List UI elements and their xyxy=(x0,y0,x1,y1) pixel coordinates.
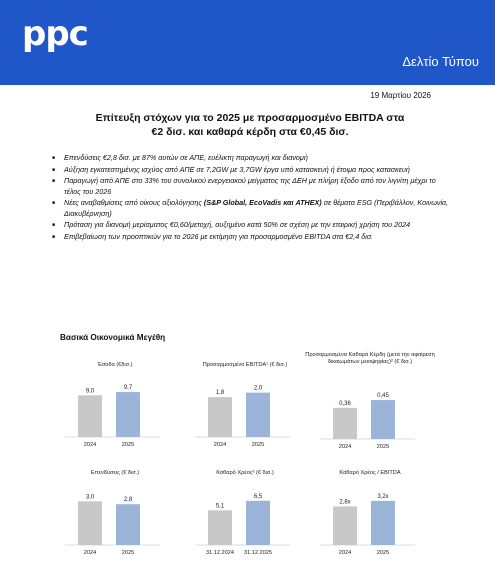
bar xyxy=(333,506,357,545)
chart-svg: 0,36 2024 0,45 2025 xyxy=(320,393,415,450)
bullet-text: Παραγωγή από ΑΠΕ στο 33% του συνολικού ε… xyxy=(64,176,436,196)
bar xyxy=(78,395,102,437)
tick-label: 2025 xyxy=(122,442,134,448)
tick-label: 31.12.2024 xyxy=(206,550,234,556)
bullet-text: Επενδύσεις €2,8 δισ. με 87% αυτών σε ΑΠΕ… xyxy=(64,153,308,162)
chart-svg: 3,0 2024 2,8 2025 xyxy=(65,494,160,556)
bullet-text: Αύξηση εγκατεστημένης ισχύος από ΑΠΕ σε … xyxy=(64,164,410,174)
tick-label: 2024 xyxy=(339,550,351,556)
chart: Προσαρμοσμένα Καθαρά Κέρδη (μετά την αφα… xyxy=(305,352,435,462)
tick-label: 31.12.2025 xyxy=(244,550,272,556)
chart-title: Καθαρό Χρέος³ (€ δισ.) xyxy=(216,470,274,476)
list-item: Παραγωγή από ΑΠΕ στο 33% του συνολικού ε… xyxy=(52,176,452,197)
list-item: Αύξηση εγκατεστημένης ισχύος από ΑΠΕ σε … xyxy=(52,164,452,176)
bar xyxy=(208,510,232,545)
tick-label: 2025 xyxy=(377,550,389,556)
chart-title: Προσαρμοσμένα Καθαρά Κέρδη (μετά την αφα… xyxy=(305,352,435,365)
list-item: Νέες αναβαθμίσεις από οίκους αξιολόγησης… xyxy=(52,198,452,219)
bar xyxy=(78,501,102,545)
tick-label: 2025 xyxy=(377,444,389,450)
bullet-text: σε θέματα ESG (Περιβάλλον, Κοινωνία, Δια… xyxy=(64,198,449,218)
bullet-text: Νέες αναβαθμίσεις από οίκους αξιολόγησης xyxy=(64,198,204,208)
chart: Καθαρό Χρέος / EBITDA 2,8x 2024 3,2x 2025 xyxy=(305,470,435,580)
data-label: 0,45 xyxy=(377,393,389,399)
data-label: 9,7 xyxy=(124,385,133,391)
tick-label: 2024 xyxy=(339,444,351,450)
data-label: 3,2x xyxy=(377,494,388,500)
section-title: Βασικά Οικονομικά Μεγέθη xyxy=(60,333,166,342)
chart: Επενδύσεις (€ δισ.) 3,0 2024 2,8 2025 xyxy=(50,470,180,580)
chart-title: Επενδύσεις (€ δισ.) xyxy=(90,470,140,476)
chart-title: Καθαρό Χρέος / EBITDA xyxy=(339,470,401,476)
release-date: 19 Μαρτίου 2026 xyxy=(370,91,431,100)
bar xyxy=(371,400,395,439)
title-line-2: €2 δισ. και καθαρά κέρδη στα €0,45 δισ. xyxy=(151,126,349,138)
bullet-text: Πρόταση για διανομή μερίσματος €0,60/μετ… xyxy=(64,220,411,230)
list-item: Πρόταση για διανομή μερίσματος €0,60/μετ… xyxy=(52,220,452,231)
page-title: Επίτευξη στόχων για το 2025 με προσαρμοσ… xyxy=(40,111,460,139)
data-label: 2,0 xyxy=(254,386,263,392)
data-label: 2,8 xyxy=(124,497,133,503)
title-line-1: Επίτευξη στόχων για το 2025 με προσαρμοσ… xyxy=(95,112,405,124)
bar xyxy=(246,392,270,437)
data-label: 0,36 xyxy=(339,401,351,407)
data-label: 9,0 xyxy=(86,388,95,394)
tick-label: 2024 xyxy=(84,442,96,448)
bullet-text: Επιβεβαίωση των προοπτικών για το 2026 μ… xyxy=(64,231,374,241)
chart-svg: 1,8 2024 2,0 2025 xyxy=(195,386,290,448)
chart-svg: 9,0 2024 9,7 2025 xyxy=(65,385,160,448)
tick-label: 2025 xyxy=(252,442,264,448)
data-label: 5,1 xyxy=(216,503,225,509)
bar xyxy=(371,500,395,545)
press-release-label: Δελτίο Τύπου xyxy=(402,54,479,69)
ppc-logo: ppc xyxy=(22,14,89,54)
data-label: 1,8 xyxy=(216,390,225,396)
chart: Έσοδα (€δισ.) 9,0 2024 9,7 2025 xyxy=(50,362,180,472)
tick-label: 2024 xyxy=(84,550,96,556)
data-label: 3,0 xyxy=(86,494,95,500)
list-item: Επενδύσεις €2,8 δισ. με 87% αυτών σε ΑΠΕ… xyxy=(52,153,452,164)
bar xyxy=(208,397,232,437)
chart-title: Προσαρμοσμένο EBITDA¹ (€ δισ.) xyxy=(202,362,288,368)
tick-label: 2024 xyxy=(214,442,226,448)
highlights-list: Επενδύσεις €2,8 δισ. με 87% αυτών σε ΑΠΕ… xyxy=(52,153,452,243)
bar xyxy=(246,500,270,545)
chart: Προσαρμοσμένο EBITDA¹ (€ δισ.) 1,8 2024 2,0… xyxy=(180,362,310,472)
chart-svg: 2,8x 2024 3,2x 2025 xyxy=(320,494,415,556)
tick-label: 2025 xyxy=(122,550,134,556)
bullet-text: (S&P Global, EcoVadis και ATHEX) xyxy=(203,198,322,208)
header-bar: ppc Δελτίο Τύπου xyxy=(0,0,495,85)
bar xyxy=(116,392,140,437)
data-label: 6,5 xyxy=(254,494,263,500)
list-item: Επιβεβαίωση των προοπτικών για το 2026 μ… xyxy=(52,231,452,243)
chart: Καθαρό Χρέος³ (€ δισ.) 5,1 31.12.2024 6,5 31… xyxy=(180,470,310,580)
bar xyxy=(116,504,140,545)
data-label: 2,8x xyxy=(339,499,350,505)
bar xyxy=(333,407,357,439)
chart-svg: 5,1 31.12.2024 6,5 31.12.2025 xyxy=(195,494,290,556)
chart-title: Έσοδα (€δισ.) xyxy=(97,362,133,368)
